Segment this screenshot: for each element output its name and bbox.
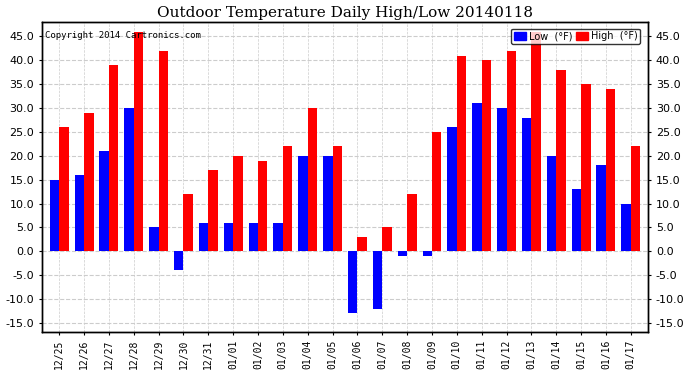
Bar	[556, 70, 566, 251]
Bar	[224, 223, 233, 251]
Bar	[546, 156, 556, 251]
Bar	[596, 165, 606, 251]
Bar	[522, 118, 531, 251]
Legend: Low  (°F), High  (°F): Low (°F), High (°F)	[511, 28, 640, 44]
Bar	[248, 223, 258, 251]
Bar	[273, 223, 283, 251]
Title: Outdoor Temperature Daily High/Low 20140118: Outdoor Temperature Daily High/Low 20140…	[157, 6, 533, 20]
Bar	[208, 170, 218, 251]
Bar	[258, 160, 268, 251]
Bar	[298, 156, 308, 251]
Bar	[308, 108, 317, 251]
Bar	[159, 51, 168, 251]
Bar	[432, 132, 442, 251]
Bar	[109, 65, 119, 251]
Bar	[472, 103, 482, 251]
Bar	[581, 84, 591, 251]
Bar	[149, 227, 159, 251]
Bar	[621, 204, 631, 251]
Bar	[99, 151, 109, 251]
Text: Copyright 2014 Cartronics.com: Copyright 2014 Cartronics.com	[45, 32, 201, 40]
Bar	[184, 194, 193, 251]
Bar	[373, 251, 382, 309]
Bar	[571, 189, 581, 251]
Bar	[457, 56, 466, 251]
Bar	[397, 251, 407, 256]
Bar	[631, 146, 640, 251]
Bar	[506, 51, 516, 251]
Bar	[606, 89, 615, 251]
Bar	[357, 237, 367, 251]
Bar	[348, 251, 357, 314]
Bar	[497, 108, 506, 251]
Bar	[382, 227, 392, 251]
Bar	[84, 113, 94, 251]
Bar	[75, 175, 84, 251]
Bar	[447, 127, 457, 251]
Bar	[482, 60, 491, 251]
Bar	[323, 156, 333, 251]
Bar	[134, 32, 144, 251]
Bar	[407, 194, 417, 251]
Bar	[124, 108, 134, 251]
Bar	[333, 146, 342, 251]
Bar	[59, 127, 69, 251]
Bar	[174, 251, 184, 270]
Bar	[283, 146, 293, 251]
Bar	[233, 156, 243, 251]
Bar	[50, 180, 59, 251]
Bar	[422, 251, 432, 256]
Bar	[531, 32, 541, 251]
Bar	[199, 223, 208, 251]
